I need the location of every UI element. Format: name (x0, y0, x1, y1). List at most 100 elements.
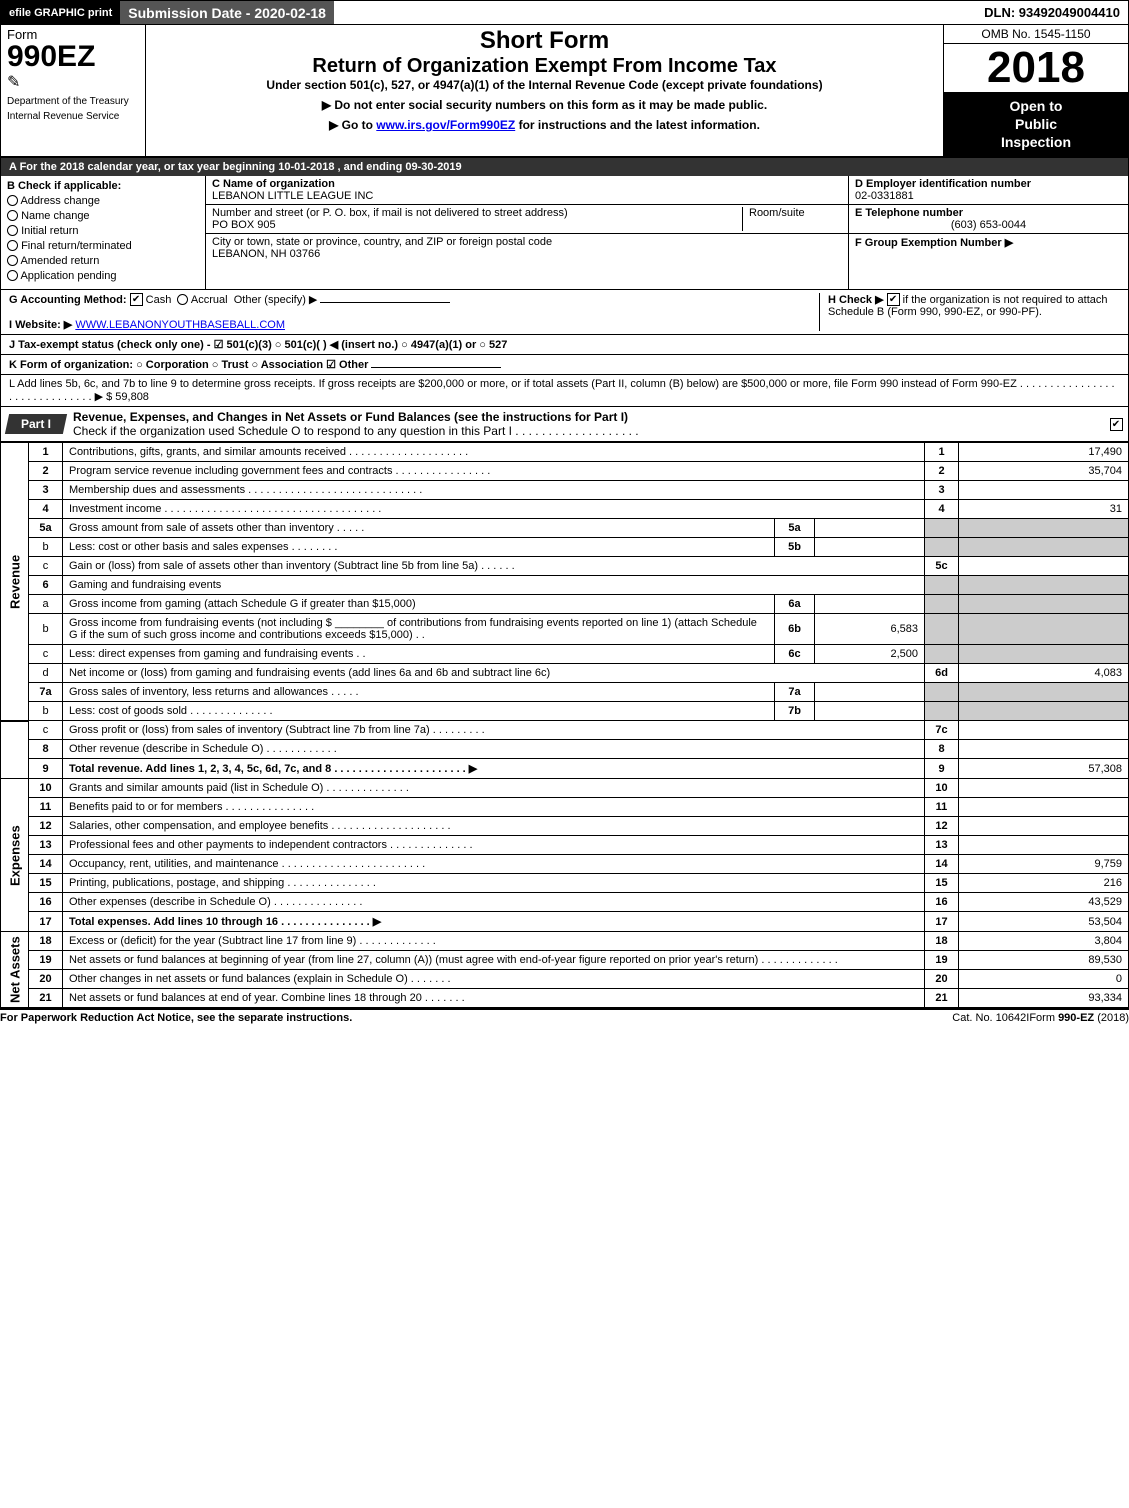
line-19-text: Net assets or fund balances at beginning… (63, 951, 925, 970)
part-1-title: Revenue, Expenses, and Changes in Net As… (65, 407, 1104, 441)
line-10-text: Grants and similar amounts paid (list in… (63, 779, 925, 798)
check-amended-return[interactable]: Amended return (7, 255, 199, 267)
line-8-text: Other revenue (describe in Schedule O) .… (63, 740, 925, 759)
line-12-amount (959, 817, 1129, 836)
h-checkbox[interactable]: ✔ (887, 293, 900, 306)
line-4-text: Investment income . . . . . . . . . . . … (63, 500, 925, 519)
cash-checkbox[interactable]: ✔ (130, 293, 143, 306)
accounting-method-label: G Accounting Method: (9, 294, 127, 306)
group-exemption-label: F Group Exemption Number ▶ (855, 237, 1013, 249)
section-def-ids: D Employer identification number 02-0331… (848, 176, 1128, 289)
line-20-amount: 0 (959, 970, 1129, 989)
line-21-text: Net assets or fund balances at end of ye… (63, 989, 925, 1008)
line-7a-text: Gross sales of inventory, less returns a… (63, 683, 775, 702)
section-g: G Accounting Method: ✔ Cash Accrual Othe… (9, 293, 820, 332)
catalog-number: Cat. No. 10642I (952, 1012, 1029, 1024)
form-of-organization: K Form of organization: ○ Corporation ○ … (9, 359, 368, 371)
irs-label: Internal Revenue Service (7, 111, 139, 122)
city-value: LEBANON, NH 03766 (212, 248, 320, 260)
phone-label: E Telephone number (855, 207, 963, 219)
submission-date: Submission Date - 2020-02-18 (120, 1, 334, 24)
accrual-radio[interactable] (177, 294, 188, 305)
check-application-pending[interactable]: Application pending (7, 270, 199, 282)
section-j-row: J Tax-exempt status (check only one) - ☑… (0, 335, 1129, 355)
line-7b-text: Less: cost of goods sold . . . . . . . .… (63, 702, 775, 721)
line-13-amount (959, 836, 1129, 855)
line-6a-amount (815, 595, 925, 614)
line-6d-amount: 4,083 (959, 664, 1129, 683)
page-footer: For Paperwork Reduction Act Notice, see … (0, 1008, 1129, 1026)
line-17-amount: 53,504 (959, 912, 1129, 932)
line-11-text: Benefits paid to or for members . . . . … (63, 798, 925, 817)
section-b-checkboxes: B Check if applicable: Address change Na… (1, 176, 206, 289)
revenue-side-label: Revenue (1, 443, 29, 721)
line-12-text: Salaries, other compensation, and employ… (63, 817, 925, 836)
line-14-text: Occupancy, rent, utilities, and maintena… (63, 855, 925, 874)
line-6b-text: Gross income from fundraising events (no… (63, 614, 775, 645)
line-5b-amount (815, 538, 925, 557)
form-number: 990EZ (7, 42, 139, 72)
under-section-text: Under section 501(c), 527, or 4947(a)(1)… (152, 78, 937, 92)
line-16-amount: 43,529 (959, 893, 1129, 912)
section-g-h-row: G Accounting Method: ✔ Cash Accrual Othe… (0, 290, 1129, 336)
line-3-text: Membership dues and assessments . . . . … (63, 481, 925, 500)
street-value: PO BOX 905 (212, 219, 276, 231)
line-2-amount: 35,704 (959, 462, 1129, 481)
website-label: I Website: ▶ (9, 319, 72, 331)
department-label: Department of the Treasury (7, 96, 139, 107)
ein-label: D Employer identification number (855, 178, 1031, 190)
line-7c-text: Gross profit or (loss) from sales of inv… (63, 721, 925, 740)
goto-link[interactable]: www.irs.gov/Form990EZ (376, 118, 515, 132)
section-l-amount: 59,808 (115, 391, 149, 403)
line-1-amount: 17,490 (959, 443, 1129, 462)
check-initial-return[interactable]: Initial return (7, 225, 199, 237)
city-label: City or town, state or province, country… (212, 236, 552, 248)
line-7b-amount (815, 702, 925, 721)
org-name: LEBANON LITTLE LEAGUE INC (212, 190, 373, 202)
line-7a-amount (815, 683, 925, 702)
line-2-text: Program service revenue including govern… (63, 462, 925, 481)
line-3-amount (959, 481, 1129, 500)
ledger-table: Revenue 1 Contributions, gifts, grants, … (0, 442, 1129, 1008)
section-l-row: L Add lines 5b, 6c, and 7b to line 9 to … (0, 375, 1129, 407)
part-1-schedule-o-checkbox[interactable]: ✔ (1110, 418, 1123, 431)
paperwork-notice: For Paperwork Reduction Act Notice, see … (0, 1012, 952, 1024)
part-1-check-line: Check if the organization used Schedule … (73, 424, 639, 438)
dln-number: DLN: 93492049004410 (976, 1, 1128, 24)
website-value[interactable]: WWW.LEBANONYOUTHBASEBALL.COM (75, 319, 285, 331)
line-18-text: Excess or (deficit) for the year (Subtra… (63, 932, 925, 951)
line-8-amount (959, 740, 1129, 759)
period-begin: 10-01-2018 (278, 161, 334, 173)
line-5a-amount (815, 519, 925, 538)
line-6a-text: Gross income from gaming (attach Schedul… (63, 595, 775, 614)
check-name-change[interactable]: Name change (7, 210, 199, 222)
other-method-input[interactable] (320, 302, 450, 303)
part-1-tab: Part I (5, 414, 67, 434)
section-k-row: K Form of organization: ○ Corporation ○ … (0, 355, 1129, 375)
h-label: H Check ▶ (828, 294, 884, 306)
header-right-column: OMB No. 1545-1150 2018 Open toPublicInsp… (943, 25, 1128, 156)
period-bar: A For the 2018 calendar year, or tax yea… (0, 158, 1129, 176)
line-19-amount: 89,530 (959, 951, 1129, 970)
efile-print-label[interactable]: efile GRAPHIC print (1, 1, 120, 24)
line-1-text: Contributions, gifts, grants, and simila… (63, 443, 925, 462)
other-org-input[interactable] (371, 367, 501, 368)
line-17-text: Total expenses. Add lines 10 through 16 … (63, 912, 925, 932)
form-ref: Form 990-EZ (2018) (1029, 1012, 1129, 1024)
line-9-text: Total revenue. Add lines 1, 2, 3, 4, 5c,… (63, 759, 925, 779)
street-label: Number and street (or P. O. box, if mail… (212, 207, 568, 219)
form-header: Form 990EZ ✎ Department of the Treasury … (0, 25, 1129, 158)
line-6-text: Gaming and fundraising events (63, 576, 925, 595)
period-label-a: A For the 2018 calendar year, or tax yea… (9, 161, 278, 173)
phone-value: (603) 653-0044 (855, 219, 1122, 231)
line-6d-text: Net income or (loss) from gaming and fun… (63, 664, 925, 683)
net-assets-side-label: Net Assets (1, 932, 29, 1008)
form-title-column: Short Form Return of Organization Exempt… (146, 25, 943, 156)
org-info-block: B Check if applicable: Address change Na… (0, 176, 1129, 290)
part-1-header: Part I Revenue, Expenses, and Changes in… (0, 407, 1129, 442)
line-20-text: Other changes in net assets or fund bala… (63, 970, 925, 989)
check-final-return[interactable]: Final return/terminated (7, 240, 199, 252)
line-5c-text: Gain or (loss) from sale of assets other… (63, 557, 925, 576)
check-address-change[interactable]: Address change (7, 195, 199, 207)
line-18-amount: 3,804 (959, 932, 1129, 951)
